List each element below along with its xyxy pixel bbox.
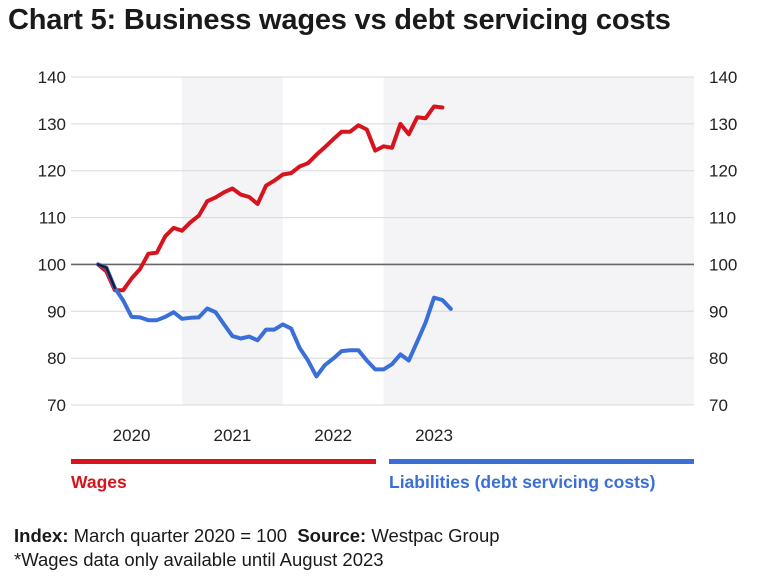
y-tick-right-130: 130 bbox=[709, 115, 737, 134]
y-tick-right-140: 140 bbox=[709, 68, 737, 87]
legend-wages-label: Wages bbox=[71, 472, 127, 492]
x-tick-2023: 2023 bbox=[415, 426, 453, 445]
y-tick-left-70: 70 bbox=[47, 396, 66, 415]
chart-title: Chart 5: Business wages vs debt servicin… bbox=[8, 4, 671, 36]
series-line-wages bbox=[96, 104, 445, 293]
legend-liabilities-label: Liabilities (debt servicing costs) bbox=[389, 472, 656, 492]
y-tick-right-70: 70 bbox=[709, 396, 728, 415]
y-tick-right-100: 100 bbox=[709, 255, 737, 274]
y-tick-right-90: 90 bbox=[709, 302, 728, 321]
legend-liabilities-swatch bbox=[389, 459, 694, 464]
y-axis-left: 70 80 90 100 110 120 130 140 bbox=[38, 68, 66, 415]
x-axis: 2020 2021 2022 2023 bbox=[113, 426, 453, 445]
footer-index-source: Index: March quarter 2020 = 100 Source: … bbox=[14, 525, 500, 547]
band-2020 bbox=[81, 77, 182, 405]
year-bands bbox=[81, 77, 694, 405]
y-tick-left-130: 130 bbox=[38, 115, 66, 134]
x-tick-2020: 2020 bbox=[113, 426, 151, 445]
x-tick-2021: 2021 bbox=[213, 426, 251, 445]
y-tick-right-110: 110 bbox=[709, 209, 736, 228]
series-lines bbox=[96, 104, 453, 379]
y-tick-left-100: 100 bbox=[38, 255, 66, 274]
y-tick-right-80: 80 bbox=[709, 349, 728, 368]
index-label: Index: bbox=[14, 525, 69, 546]
legend-wages-swatch bbox=[71, 459, 376, 464]
footer-note: *Wages data only available until August … bbox=[14, 549, 384, 570]
band-2022 bbox=[282, 77, 384, 405]
source-text: Westpac Group bbox=[371, 525, 500, 546]
band-2021 bbox=[182, 77, 283, 405]
index-text: March quarter 2020 = 100 bbox=[73, 525, 288, 546]
y-axis-right: 70 80 90 100 110 120 130 140 bbox=[709, 68, 737, 415]
y-tick-left-140: 140 bbox=[38, 68, 66, 87]
y-tick-left-90: 90 bbox=[47, 302, 66, 321]
y-tick-left-80: 80 bbox=[47, 349, 66, 368]
y-tick-right-120: 120 bbox=[709, 162, 737, 181]
series-line-liabilities bbox=[96, 262, 453, 379]
source-label: Source: bbox=[297, 525, 367, 546]
x-tick-2022: 2022 bbox=[314, 426, 352, 445]
index-start-overlap bbox=[96, 263, 117, 290]
y-tick-left-110: 110 bbox=[39, 209, 66, 228]
band-2023 bbox=[383, 77, 694, 405]
y-tick-left-120: 120 bbox=[38, 162, 66, 181]
